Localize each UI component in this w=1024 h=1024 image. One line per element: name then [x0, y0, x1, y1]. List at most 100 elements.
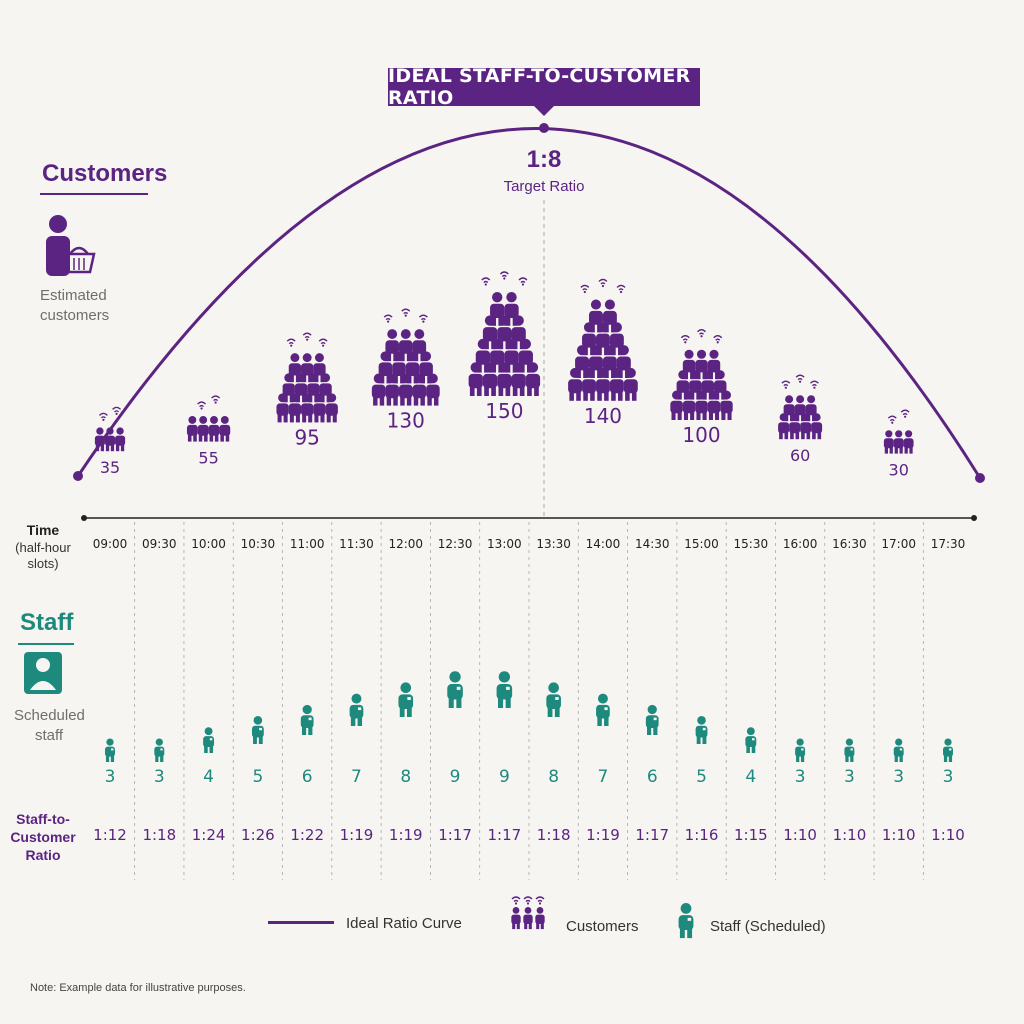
person-with-basket-icon [46, 215, 96, 276]
customer-cluster [778, 374, 823, 440]
ratio-value: 1:17 [635, 826, 669, 844]
time-row-sublabel: (half-hour slots) [15, 540, 71, 571]
customer-count-label: 55 [198, 449, 218, 468]
staff-count-label: 6 [302, 767, 313, 787]
customer-count-label: 30 [889, 461, 909, 480]
staff-figure [251, 716, 264, 744]
time-tick-label: 16:00 [783, 537, 818, 551]
staff-figure [795, 738, 806, 762]
curve-end-dot [975, 473, 985, 483]
time-tick-label: 14:30 [635, 537, 670, 551]
staff-count-label: 7 [598, 767, 609, 787]
staff-figure [645, 704, 659, 735]
staff-count-label: 4 [745, 767, 756, 787]
staff-figure [349, 693, 364, 726]
time-tick-label: 12:00 [388, 537, 423, 551]
ratio-value: 1:10 [931, 826, 965, 844]
staff-count-label: 8 [548, 767, 559, 787]
staff-count-label: 3 [943, 767, 954, 787]
time-tick-label: 11:30 [339, 537, 374, 551]
staff-figure [546, 682, 561, 717]
staff-figure [105, 738, 115, 762]
customer-count-label: 130 [387, 409, 425, 433]
staff-figure [893, 738, 904, 762]
ratio-value: 1:12 [93, 826, 127, 844]
ratio-value: 1:19 [389, 826, 423, 844]
staff-person-icon [678, 903, 694, 939]
time-row-label: Time [26, 522, 60, 538]
ratio-value: 1:18 [142, 826, 176, 844]
customer-cluster [276, 332, 338, 423]
customers-section-subtitle: Estimated customers [40, 287, 110, 324]
time-tick-label: 10:30 [241, 537, 276, 551]
customer-count-label: 150 [485, 399, 523, 423]
customer-count-label: 60 [790, 446, 810, 465]
peak-ratio-label: Target Ratio [503, 178, 585, 195]
staff-count-label: 5 [696, 767, 707, 787]
customer-cluster [94, 406, 126, 452]
customer-cluster [568, 278, 638, 401]
ratio-value: 1:10 [882, 826, 916, 844]
curve-start-dot [73, 471, 83, 481]
staff-count-label: 3 [893, 767, 904, 787]
staff-count-label: 3 [105, 767, 116, 787]
ratio-value: 1:19 [586, 826, 620, 844]
staff-count-label: 3 [844, 767, 855, 787]
customer-cluster [186, 395, 231, 442]
staff-figure [596, 693, 610, 726]
staff-count-label: 6 [647, 767, 658, 787]
time-tick-label: 15:00 [684, 537, 719, 551]
axis-end-dot [971, 515, 977, 521]
customer-group-icon [511, 896, 545, 930]
time-tick-label: 14:00 [586, 537, 621, 551]
staff-figure [943, 738, 953, 762]
time-tick-label: 15:30 [734, 537, 769, 551]
time-tick-label: 13:00 [487, 537, 522, 551]
legend-curve-label: Ideal Ratio Curve [346, 915, 462, 932]
staff-figure [695, 716, 708, 744]
ratio-value: 1:10 [783, 826, 817, 844]
staff-count-label: 3 [154, 767, 165, 787]
curve-peak-dot [539, 123, 549, 133]
customer-cluster [468, 271, 541, 396]
ratio-value: 1:26 [241, 826, 275, 844]
staff-count-label: 9 [450, 767, 461, 787]
legend-curve-swatch [268, 921, 334, 924]
ratio-row-label: Staff-to-Customer Ratio [10, 811, 76, 863]
ratio-value: 1:18 [537, 826, 571, 844]
customer-count-label: 100 [682, 423, 720, 447]
ratio-value: 1:19 [340, 826, 374, 844]
legend-staff-label: Staff (Scheduled) [710, 918, 826, 935]
staff-badge-icon [24, 652, 62, 694]
ratio-value: 1:10 [833, 826, 867, 844]
staff-count-label: 9 [499, 767, 510, 787]
ratio-value: 1:15 [734, 826, 768, 844]
time-tick-label: 17:30 [931, 537, 966, 551]
peak-ratio: 1:8 [526, 146, 562, 173]
ratio-value: 1:24 [192, 826, 226, 844]
staff-section-subtitle: Scheduled staff [14, 707, 85, 744]
customer-count-label: 95 [294, 425, 319, 449]
staff-count-label: 8 [400, 767, 411, 787]
time-tick-label: 13:30 [536, 537, 571, 551]
staff-figure [398, 682, 414, 717]
time-tick-label: 16:30 [832, 537, 867, 551]
staff-figure [844, 738, 855, 762]
time-tick-label: 12:30 [438, 537, 473, 551]
ratio-value: 1:17 [438, 826, 472, 844]
staff-figure [496, 671, 513, 708]
time-tick-label: 09:30 [142, 537, 177, 551]
customers-section-title: Customers [42, 160, 168, 187]
ratio-value: 1:16 [685, 826, 719, 844]
customer-cluster [670, 329, 733, 420]
staff-figure [203, 727, 215, 753]
staff-figure [447, 671, 463, 708]
customers-title-rule [40, 193, 148, 195]
staff-count-label: 5 [252, 767, 263, 787]
staff-figure [745, 727, 757, 753]
staff-figure [154, 738, 165, 762]
customer-count-label: 140 [584, 404, 622, 428]
customer-cluster [883, 409, 914, 454]
legend-customers-label: Customers [566, 918, 639, 935]
